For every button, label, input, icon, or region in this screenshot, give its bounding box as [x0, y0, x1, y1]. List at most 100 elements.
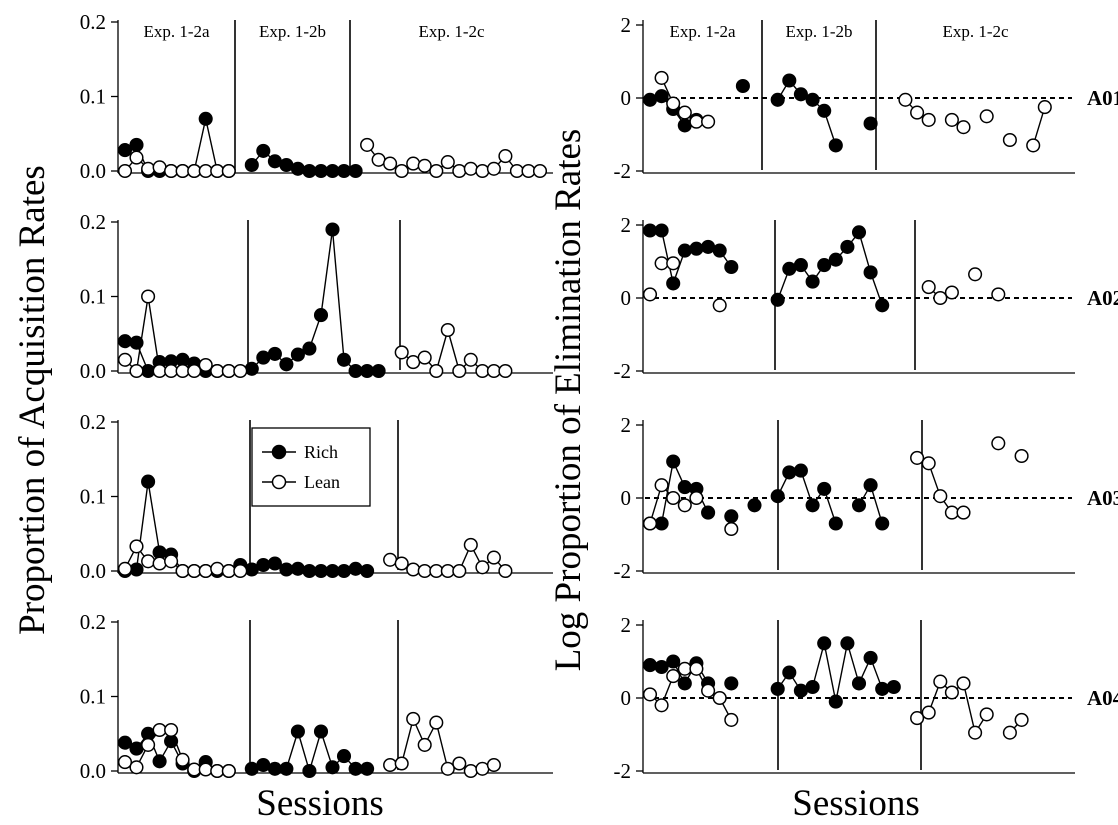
data-point-rich [793, 258, 808, 273]
data-point-lean [956, 676, 971, 691]
data-point-lean [991, 436, 1006, 451]
data-point-rich [348, 761, 363, 776]
data-point-rich [256, 143, 271, 158]
data-point-rich [805, 274, 820, 289]
data-point-lean [129, 760, 144, 775]
data-point-rich [817, 258, 832, 273]
data-point-rich [689, 241, 704, 256]
series-rich-elim-a02 [642, 223, 890, 313]
data-point-rich [313, 163, 329, 179]
data-point-rich [290, 724, 305, 739]
y-tick-label-elim-a01: 0 [621, 86, 632, 110]
legend-box [251, 427, 371, 507]
data-point-lean [654, 256, 669, 271]
data-point-lean [129, 150, 144, 165]
panel-elim-a04: -2 0 2 A04 [614, 613, 1118, 783]
data-point-lean [910, 105, 925, 120]
data-point-rich [256, 757, 271, 773]
data-point-rich [360, 363, 375, 379]
series-rich-elim-a03 [642, 454, 890, 531]
data-point-rich [152, 754, 167, 769]
data-point-rich [851, 498, 867, 513]
data-point-lean [666, 256, 681, 271]
data-point-rich [642, 92, 658, 107]
data-point-rich [677, 243, 692, 258]
data-point-lean [210, 763, 225, 779]
data-point-lean [933, 290, 948, 306]
data-point-lean [440, 563, 455, 579]
data-point-lean [486, 161, 501, 176]
data-point-lean [233, 363, 248, 379]
data-point-lean [383, 757, 398, 773]
data-point-rich [642, 223, 658, 238]
data-point-lean [666, 96, 681, 111]
data-point-lean [394, 756, 409, 771]
y-tick-label-elim-a04: 0 [621, 686, 632, 710]
data-point-rich [313, 563, 329, 579]
data-point-lean [440, 322, 455, 338]
data-point-lean [701, 683, 716, 698]
data-point-lean [689, 490, 704, 506]
data-point-lean [654, 478, 669, 493]
data-point-rich [886, 679, 901, 695]
data-point-lean [475, 761, 490, 776]
data-point-lean [221, 363, 236, 379]
experiment-label-elim-a01: Exp. 1-2a [669, 22, 736, 41]
data-point-lean [486, 550, 501, 565]
y-tick-label-acq-a03: 0.1 [80, 485, 106, 509]
y-tick-label-elim-a02: -2 [614, 359, 632, 383]
data-point-rich [279, 761, 294, 776]
y-tick-label-elim-a03: 0 [621, 486, 632, 510]
legend-rich-label: Rich [304, 442, 338, 462]
series-lean-acq-a03 [117, 537, 513, 579]
data-point-rich [325, 163, 340, 179]
data-point-rich [325, 563, 340, 579]
data-point-lean [383, 552, 398, 567]
data-point-rich [770, 92, 785, 107]
data-point-rich [267, 346, 282, 361]
series-lean-acq-a02 [117, 289, 513, 379]
data-point-rich [817, 481, 832, 496]
data-point-rich [141, 363, 156, 379]
data-point-rich [348, 163, 363, 179]
data-point-lean [654, 698, 669, 713]
data-point-rich [828, 252, 843, 267]
y-tick-label-elim-a01: -2 [614, 159, 632, 183]
data-point-rich [129, 741, 144, 756]
y-tick-label-acq-a02: 0.2 [80, 210, 106, 234]
data-point-lean [117, 352, 133, 367]
panel-acq-a03: 0.0 0.1 0.2 [80, 410, 553, 583]
data-point-rich [141, 474, 156, 489]
y-tick-label-elim-a04: 2 [621, 613, 632, 637]
data-point-lean [394, 163, 409, 179]
data-point-lean [677, 498, 692, 513]
data-point-lean [666, 669, 681, 684]
data-point-lean [198, 163, 213, 179]
data-point-lean [910, 711, 925, 726]
data-point-rich [701, 505, 716, 520]
data-point-rich [302, 563, 317, 579]
data-point-lean [198, 762, 213, 777]
data-point-lean [933, 674, 948, 689]
subject-label-a01: A01 [1087, 86, 1118, 110]
data-point-rich [735, 78, 750, 94]
data-point-rich [677, 676, 692, 691]
y-tick-label-acq-a01: 0.2 [80, 10, 106, 34]
data-point-lean [921, 280, 936, 295]
data-point-lean [979, 707, 994, 722]
y-tick-label-elim-a03: 2 [621, 413, 632, 437]
data-point-lean [175, 563, 190, 579]
data-point-lean [1002, 132, 1017, 148]
data-point-rich [654, 89, 669, 104]
data-point-rich [805, 92, 820, 107]
data-point-rich [360, 563, 375, 579]
data-point-lean [198, 563, 213, 579]
data-point-rich [244, 562, 259, 577]
data-point-lean [129, 363, 144, 379]
data-point-lean [417, 563, 432, 579]
data-point-rich [863, 116, 878, 131]
data-point-rich [244, 761, 259, 776]
data-point-lean [141, 289, 156, 304]
data-point-rich [654, 223, 669, 238]
